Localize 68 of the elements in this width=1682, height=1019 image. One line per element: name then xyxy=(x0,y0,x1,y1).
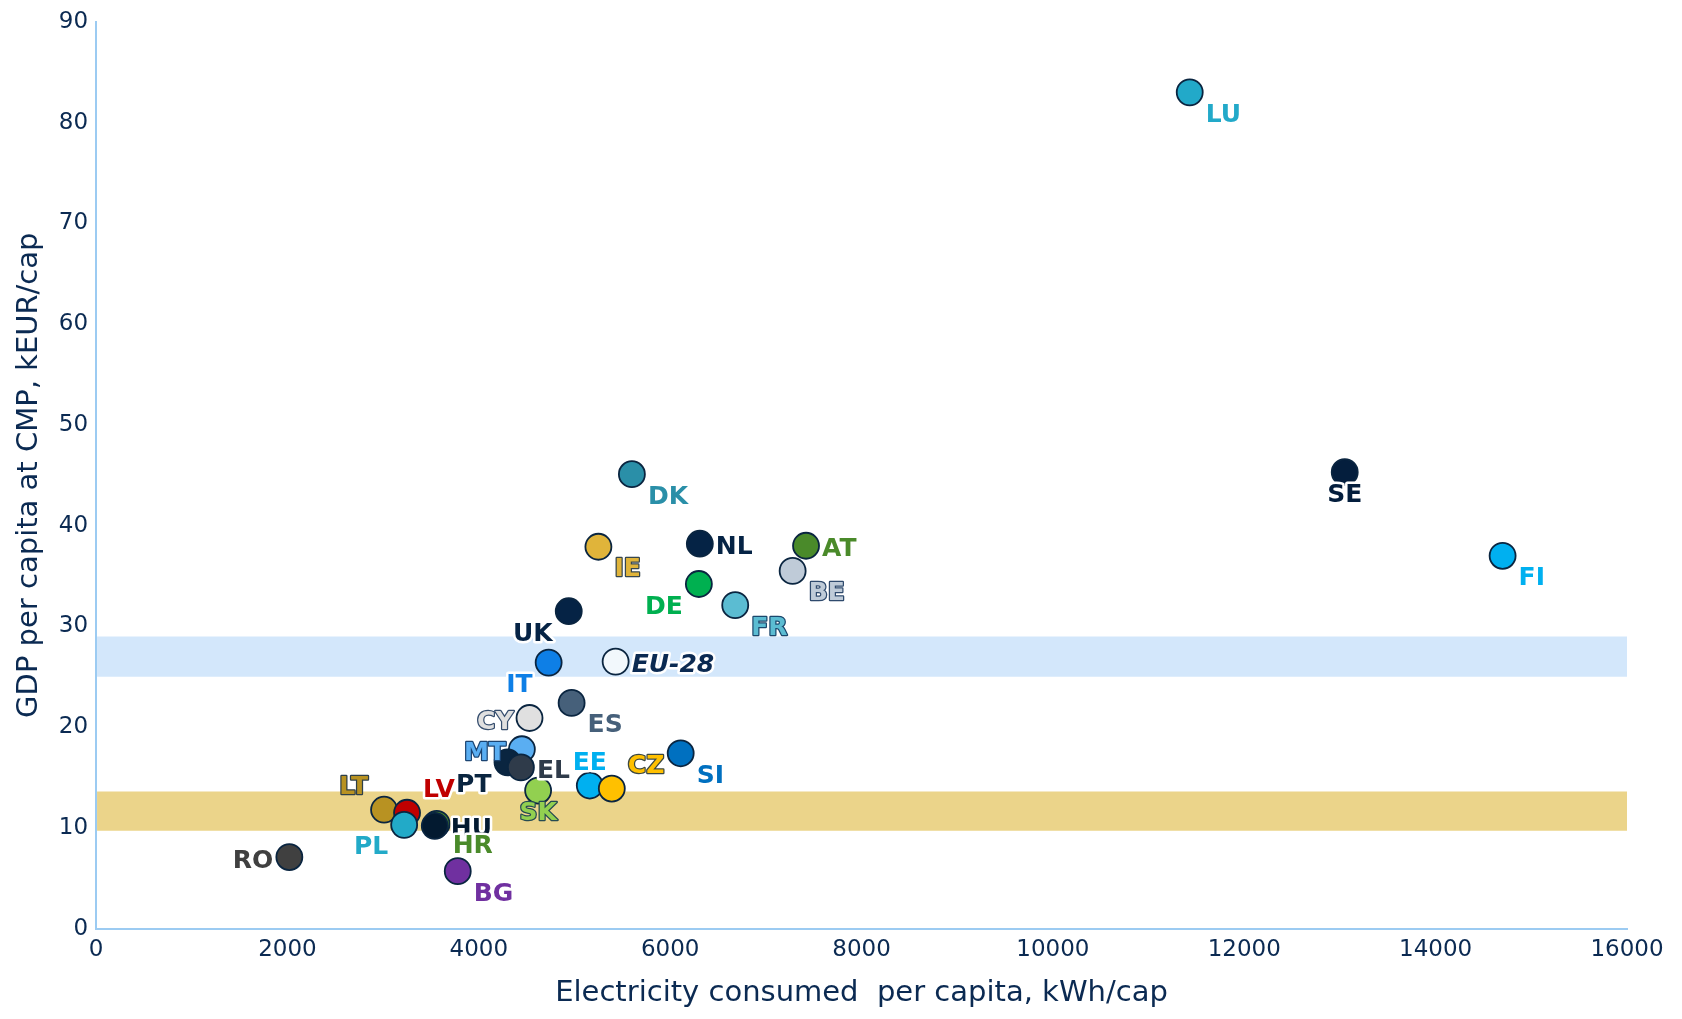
y-tick-label: 90 xyxy=(58,6,89,33)
series-label: RO xyxy=(232,844,274,874)
point xyxy=(1488,541,1517,570)
series-label: PT xyxy=(456,768,492,798)
series-label: BG xyxy=(473,877,514,907)
point xyxy=(275,843,304,871)
y-tick-label: 10 xyxy=(58,812,89,839)
series-label: DK xyxy=(647,480,690,510)
y-tick-label: 70 xyxy=(58,208,89,235)
point xyxy=(597,774,626,803)
point xyxy=(778,557,807,585)
series-label: FR xyxy=(751,611,788,641)
y-tick-label: 80 xyxy=(58,107,89,134)
x-axis-title: Electricity consumed per capita, kWh/cap xyxy=(555,974,1168,1009)
point xyxy=(601,647,630,676)
x-tick-label: 10000 xyxy=(1016,935,1090,962)
point xyxy=(557,689,586,717)
series-label: EL xyxy=(536,754,570,784)
series-label: IE xyxy=(614,553,641,583)
point xyxy=(684,570,713,598)
x-tick-label: 14000 xyxy=(1399,935,1473,962)
series-label: PL xyxy=(353,831,389,861)
point xyxy=(534,648,563,677)
x-tick-label: 16000 xyxy=(1590,935,1664,962)
point xyxy=(443,857,472,886)
series-label: CZ xyxy=(627,750,665,780)
series-label: SK xyxy=(519,797,559,827)
y-tick-label: 60 xyxy=(58,309,89,336)
series-label: UK xyxy=(513,617,555,647)
y-tick-label: 50 xyxy=(58,409,89,436)
point xyxy=(370,795,398,824)
point xyxy=(1175,78,1204,107)
point xyxy=(515,704,544,732)
y-tick-label: 0 xyxy=(73,913,89,940)
point xyxy=(792,531,820,560)
point xyxy=(390,810,419,839)
series-label: IT xyxy=(506,669,533,699)
point xyxy=(554,597,583,626)
x-tick-label: 12000 xyxy=(1207,935,1281,962)
series-label: AT xyxy=(822,533,857,563)
series-label: SE xyxy=(1327,478,1363,508)
point xyxy=(721,591,750,620)
series-label: NL xyxy=(715,531,753,561)
series-label: FI xyxy=(1518,562,1545,592)
y-tick-label: 20 xyxy=(58,712,89,739)
y-tick-label: 30 xyxy=(58,611,89,638)
series-label: LV xyxy=(423,774,456,804)
series-label: CY xyxy=(477,705,515,735)
series-label: ES xyxy=(587,709,623,739)
series-label: LT xyxy=(339,771,369,801)
series-label: SI xyxy=(696,759,724,789)
x-tick-label: 8000 xyxy=(832,935,891,962)
y-axis-title: GDP per capita at CMP, kEUR/cap xyxy=(9,232,44,718)
point xyxy=(666,739,695,768)
series-label: EE xyxy=(572,747,607,777)
y-tick-label: 40 xyxy=(58,510,89,537)
x-tick-label: 6000 xyxy=(640,935,700,962)
point xyxy=(584,532,613,561)
series-label: MT xyxy=(463,736,506,766)
series-label: LU xyxy=(1205,98,1242,128)
x-tick-label: 4000 xyxy=(449,935,509,962)
series-label: DE xyxy=(645,590,683,620)
point xyxy=(617,460,646,489)
point xyxy=(507,753,535,782)
x-tick-label: 2000 xyxy=(258,935,317,962)
series-label: BE xyxy=(808,577,845,607)
point xyxy=(685,529,714,558)
series-label: EU-28 xyxy=(631,649,715,679)
